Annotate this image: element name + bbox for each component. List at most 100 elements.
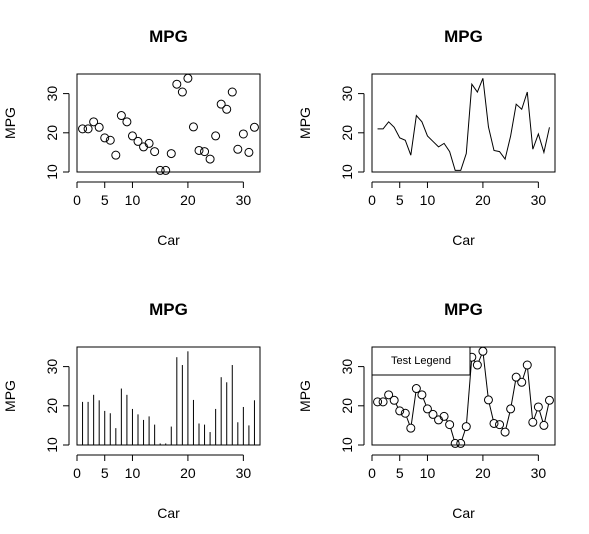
line-segment bbox=[488, 403, 494, 420]
data-point bbox=[428, 409, 438, 419]
chart-title: MPG bbox=[444, 27, 483, 46]
legend-box bbox=[371, 346, 471, 376]
data-point bbox=[205, 154, 215, 164]
data-point bbox=[166, 149, 176, 159]
data-point bbox=[395, 406, 405, 416]
data-point bbox=[222, 104, 232, 114]
data-point bbox=[483, 395, 493, 405]
x-axis-label: Car bbox=[452, 505, 475, 521]
line-segment bbox=[510, 381, 516, 406]
x-tick-label: 10 bbox=[125, 465, 141, 481]
chart-panel-2: MPG Car MPG 0 10 20 30 5 10 20 30 bbox=[297, 27, 556, 248]
data-point bbox=[200, 147, 210, 157]
data-point bbox=[116, 111, 126, 121]
data-point bbox=[133, 136, 143, 146]
data-point bbox=[373, 397, 383, 407]
data-point bbox=[216, 99, 226, 109]
y-tick-label: 20 bbox=[44, 125, 60, 141]
chart-panel-4: MPG Car MPG 0 10 20 30 5 10 20 30 Test Legend bbox=[297, 300, 556, 521]
y-tick-label: 10 bbox=[339, 437, 355, 453]
data-point bbox=[500, 427, 510, 437]
data-point bbox=[411, 384, 421, 394]
data-point bbox=[389, 395, 399, 405]
x-tick-label: 20 bbox=[180, 465, 196, 481]
data-point bbox=[406, 423, 416, 433]
data-point bbox=[417, 390, 427, 400]
x-tick-label: 20 bbox=[475, 192, 491, 208]
legend: Test Legend bbox=[371, 346, 471, 376]
data-point bbox=[533, 402, 543, 412]
data-point bbox=[100, 133, 110, 143]
x-tick-label: 10 bbox=[420, 465, 436, 481]
data-point bbox=[544, 395, 554, 405]
data-point bbox=[439, 411, 449, 421]
x-tick-label: 30 bbox=[531, 465, 547, 481]
data-point bbox=[461, 422, 471, 432]
data-point bbox=[227, 87, 237, 97]
x-tick-label: 30 bbox=[531, 192, 547, 208]
chart-panel-3: MPG Car MPG 0 10 20 30 5 10 20 30 bbox=[2, 300, 261, 521]
data-point bbox=[378, 397, 388, 407]
data-point bbox=[506, 404, 516, 414]
line-segment bbox=[539, 410, 544, 422]
x-axis-label: Car bbox=[157, 232, 180, 248]
x-tick-label: 5 bbox=[101, 192, 109, 208]
data-point bbox=[105, 135, 115, 145]
x-axis-label: Car bbox=[452, 232, 475, 248]
line-segment bbox=[478, 354, 482, 362]
x-tick-label: 30 bbox=[236, 465, 252, 481]
data-point bbox=[478, 346, 488, 356]
data-point bbox=[150, 147, 160, 157]
plot-frame bbox=[371, 73, 556, 173]
y-tick-label: 10 bbox=[339, 164, 355, 180]
line-segment bbox=[505, 412, 511, 429]
data-point bbox=[111, 150, 121, 160]
data-point bbox=[78, 124, 88, 134]
x-tick-label: 5 bbox=[101, 465, 109, 481]
data-point bbox=[233, 144, 243, 154]
data-point bbox=[528, 417, 538, 427]
data-point bbox=[83, 124, 93, 134]
y-tick-label: 30 bbox=[339, 359, 355, 375]
line-segment bbox=[450, 428, 455, 440]
x-tick-label: 30 bbox=[236, 192, 252, 208]
y-tick-label: 10 bbox=[44, 164, 60, 180]
data-point bbox=[384, 390, 394, 400]
series-line bbox=[395, 354, 550, 440]
x-tick-label: 10 bbox=[125, 192, 141, 208]
data-point bbox=[517, 377, 527, 387]
data-point bbox=[211, 131, 221, 141]
line-segment bbox=[466, 361, 472, 423]
data-point bbox=[94, 122, 104, 132]
x-axis-label: Car bbox=[157, 505, 180, 521]
series-line bbox=[377, 78, 550, 171]
line-segment bbox=[544, 404, 550, 422]
y-tick-label: 20 bbox=[339, 125, 355, 141]
x-tick-label: 0 bbox=[73, 465, 81, 481]
y-tick-label: 30 bbox=[44, 359, 60, 375]
data-point bbox=[238, 129, 248, 139]
x-tick-label: 0 bbox=[368, 465, 376, 481]
y-tick-label: 30 bbox=[339, 86, 355, 102]
line-segment bbox=[522, 368, 527, 379]
data-point bbox=[249, 122, 259, 132]
x-tick-label: 10 bbox=[420, 192, 436, 208]
line-segment bbox=[482, 355, 489, 397]
data-point bbox=[400, 408, 410, 418]
data-point bbox=[422, 404, 432, 414]
y-axis-label: MPG bbox=[297, 107, 313, 139]
data-point bbox=[511, 372, 521, 382]
data-point bbox=[188, 122, 198, 132]
data-point bbox=[177, 87, 187, 97]
y-tick-label: 10 bbox=[44, 437, 60, 453]
data-point bbox=[472, 360, 482, 370]
x-tick-label: 5 bbox=[396, 465, 404, 481]
data-point bbox=[445, 420, 455, 430]
y-axis-label: MPG bbox=[297, 380, 313, 412]
line-segment bbox=[533, 410, 538, 419]
y-tick-label: 20 bbox=[44, 398, 60, 414]
y-axis-label: MPG bbox=[2, 380, 18, 412]
data-point bbox=[144, 138, 154, 148]
x-tick-label: 5 bbox=[396, 192, 404, 208]
